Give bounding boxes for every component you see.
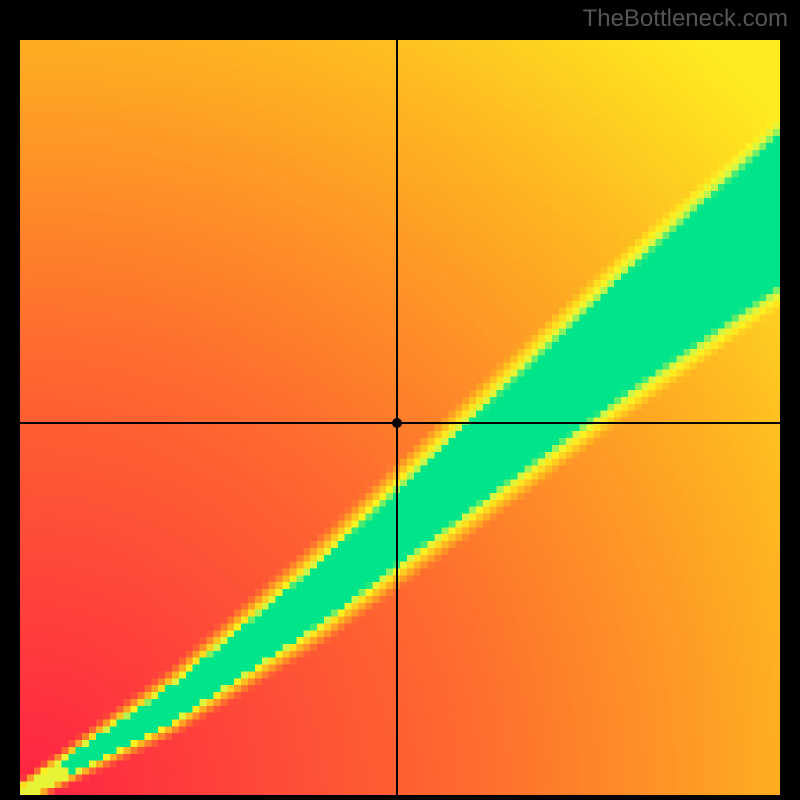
- figure-root: TheBottleneck.com: [0, 0, 800, 800]
- heatmap-plot: [20, 40, 780, 795]
- heatmap-canvas: [20, 40, 780, 795]
- marker-point: [392, 418, 402, 428]
- watermark-text: TheBottleneck.com: [583, 5, 788, 33]
